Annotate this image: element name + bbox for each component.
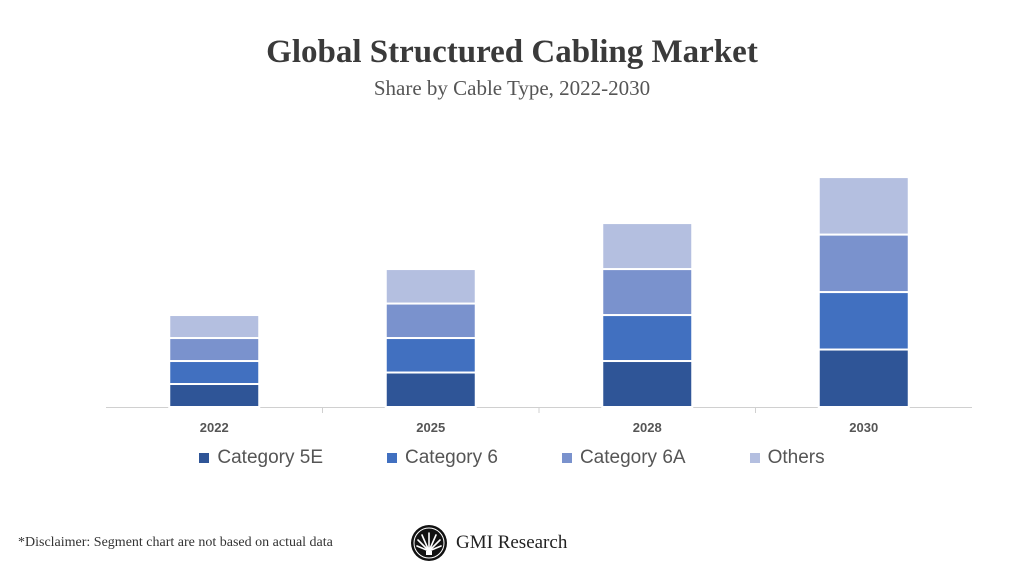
bar-segment-2028-category-6: [601, 314, 694, 363]
legend-item: Category 5E: [199, 447, 323, 469]
bar-segment-2022-category-5e: [168, 383, 261, 409]
logo-emblem-icon: [411, 525, 447, 561]
legend-label: Category 6: [405, 447, 498, 468]
x-tick-label: 2022: [200, 420, 229, 435]
bar-segment-2030-category-6: [817, 291, 910, 351]
bar-segment-2025-category-6a: [384, 302, 477, 340]
legend-swatch: [387, 453, 397, 463]
bar-segment-2030-category-5e: [817, 348, 910, 408]
bar-segment-2028-others: [601, 222, 694, 271]
legend-label: Others: [767, 447, 825, 468]
legend: Category 5E Category 6 Category 6A Others: [0, 447, 1024, 469]
legend-label: Category 5E: [217, 447, 323, 468]
legend-item: Category 6: [387, 447, 498, 469]
bar-segment-2028-category-5e: [601, 360, 694, 409]
legend-label: Category 6A: [579, 447, 686, 468]
legend-item: Category 6A: [561, 447, 686, 469]
chart-subtitle: Share by Cable Type, 2022-2030: [373, 76, 651, 100]
logo-text: GMI Research: [456, 532, 568, 553]
bar-segment-2030-category-6a: [817, 233, 910, 294]
bar-segment-2025-category-6: [384, 337, 477, 374]
legend-item: Others: [749, 447, 825, 469]
bar-segment-2028-category-6a: [601, 268, 694, 317]
x-tick-label: 2025: [416, 420, 445, 435]
gmi-logo: GMI Research: [410, 524, 567, 562]
bar-segment-2022-category-6a: [168, 337, 261, 363]
legend-swatch: [561, 453, 572, 463]
disclaimer: *Disclaimer: Segment chart are not based…: [18, 535, 333, 550]
bar-segment-2025-category-5e: [384, 371, 477, 408]
legend-swatch: [199, 453, 210, 463]
bar-segment-2022-category-6: [168, 360, 261, 386]
chart-title: Global Structured Cabling Market: [266, 34, 758, 70]
x-tick-label: 2030: [849, 420, 878, 435]
x-tick-label: 2028: [633, 420, 662, 435]
bar-segment-2030-others: [817, 176, 910, 236]
legend-swatch: [749, 453, 760, 463]
bar-segment-2022-others: [168, 314, 261, 340]
bar-segment-2025-others: [384, 268, 477, 305]
